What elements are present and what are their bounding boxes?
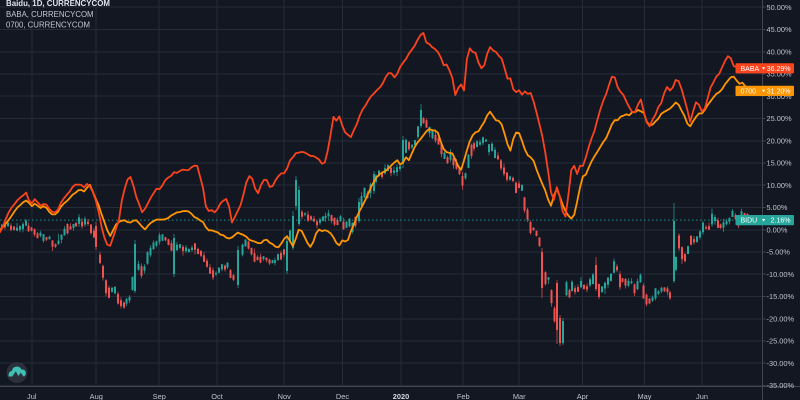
svg-text:-20.00%: -20.00% (767, 314, 795, 323)
svg-text:20.00%: 20.00% (767, 136, 792, 145)
svg-text:10.00%: 10.00% (767, 181, 792, 190)
svg-text:Baidu, 1D, CURRENCYCOM: Baidu, 1D, CURRENCYCOM (6, 0, 110, 8)
svg-text:Jul: Jul (27, 392, 37, 400)
svg-text:Nov: Nov (278, 392, 291, 400)
svg-text:Feb: Feb (457, 392, 470, 400)
svg-text:Sep: Sep (153, 392, 166, 400)
svg-text:-25.00%: -25.00% (767, 337, 795, 346)
svg-text:BIDU: BIDU (741, 218, 758, 225)
svg-text:-10.00%: -10.00% (767, 270, 795, 279)
svg-text:-5.00%: -5.00% (767, 248, 791, 257)
svg-text:2020: 2020 (393, 392, 409, 400)
svg-text:35.00%: 35.00% (767, 70, 792, 79)
svg-text:-15.00%: -15.00% (767, 292, 795, 301)
svg-text:0700, CURRENCYCOM: 0700, CURRENCYCOM (6, 21, 90, 30)
svg-text:0.00%: 0.00% (767, 225, 788, 234)
svg-text:31.20%: 31.20% (767, 89, 791, 96)
svg-text:36.29%: 36.29% (767, 66, 791, 73)
svg-text:40.00%: 40.00% (767, 47, 792, 56)
svg-text:Oct: Oct (211, 392, 223, 400)
svg-text:30.00%: 30.00% (767, 92, 792, 101)
svg-text:15.00%: 15.00% (767, 159, 792, 168)
svg-text:50.00%: 50.00% (767, 3, 792, 12)
svg-text:Aug: Aug (90, 392, 103, 400)
svg-text:45.00%: 45.00% (767, 25, 792, 34)
svg-text:Dec: Dec (336, 392, 349, 400)
svg-text:-35.00%: -35.00% (767, 381, 795, 390)
svg-text:-30.00%: -30.00% (767, 359, 795, 368)
svg-text:Apr: Apr (577, 392, 589, 400)
svg-text:Mar: Mar (513, 392, 526, 400)
svg-text:2.16%: 2.16% (771, 218, 791, 225)
svg-text:Jun: Jun (696, 392, 708, 400)
svg-text:BABA, CURRENCYCOM: BABA, CURRENCYCOM (6, 10, 94, 19)
svg-text:May: May (638, 392, 652, 400)
svg-text:BABA: BABA (741, 66, 760, 73)
svg-text:25.00%: 25.00% (767, 114, 792, 123)
svg-text:5.00%: 5.00% (767, 203, 788, 212)
svg-text:0700: 0700 (741, 89, 757, 96)
